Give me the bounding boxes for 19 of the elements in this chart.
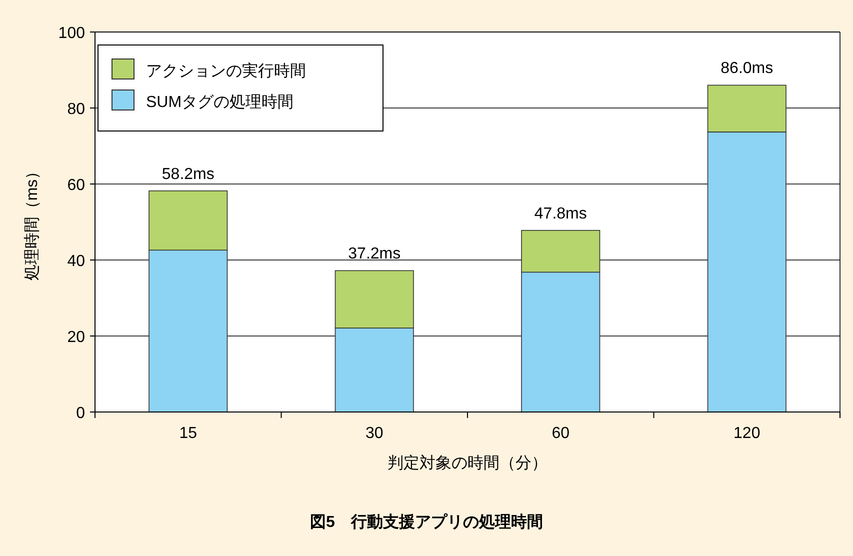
x-tick-label: 15 <box>179 425 198 442</box>
legend-label: アクションの実行時間 <box>146 62 306 80</box>
text: 図5 行動支援アプリの処理時間 <box>310 513 543 531</box>
total-label: 86.0ms <box>720 60 774 78</box>
total-label: 58.2ms <box>162 166 214 183</box>
y-tick-label: 0 <box>76 405 86 422</box>
legend-label: SUMタグの処理時間 <box>146 93 294 111</box>
total-label: 47.8ms <box>534 205 587 222</box>
y-tick-label: 60 <box>67 177 86 194</box>
x-tick-label: 30 <box>365 425 384 442</box>
y-tick-label: 80 <box>67 101 86 118</box>
y-tick-label: 40 <box>67 253 86 270</box>
x-tick-label: 120 <box>734 425 760 442</box>
y-axis-title: 処理時間（ms） <box>23 163 41 281</box>
x-axis-title: 判定対象の時間（分） <box>388 454 548 472</box>
y-tick-label: 20 <box>67 329 86 346</box>
total-label: 37.2ms <box>348 246 401 263</box>
x-tick-label: 60 <box>552 425 570 442</box>
y-tick-label: 100 <box>58 25 86 42</box>
